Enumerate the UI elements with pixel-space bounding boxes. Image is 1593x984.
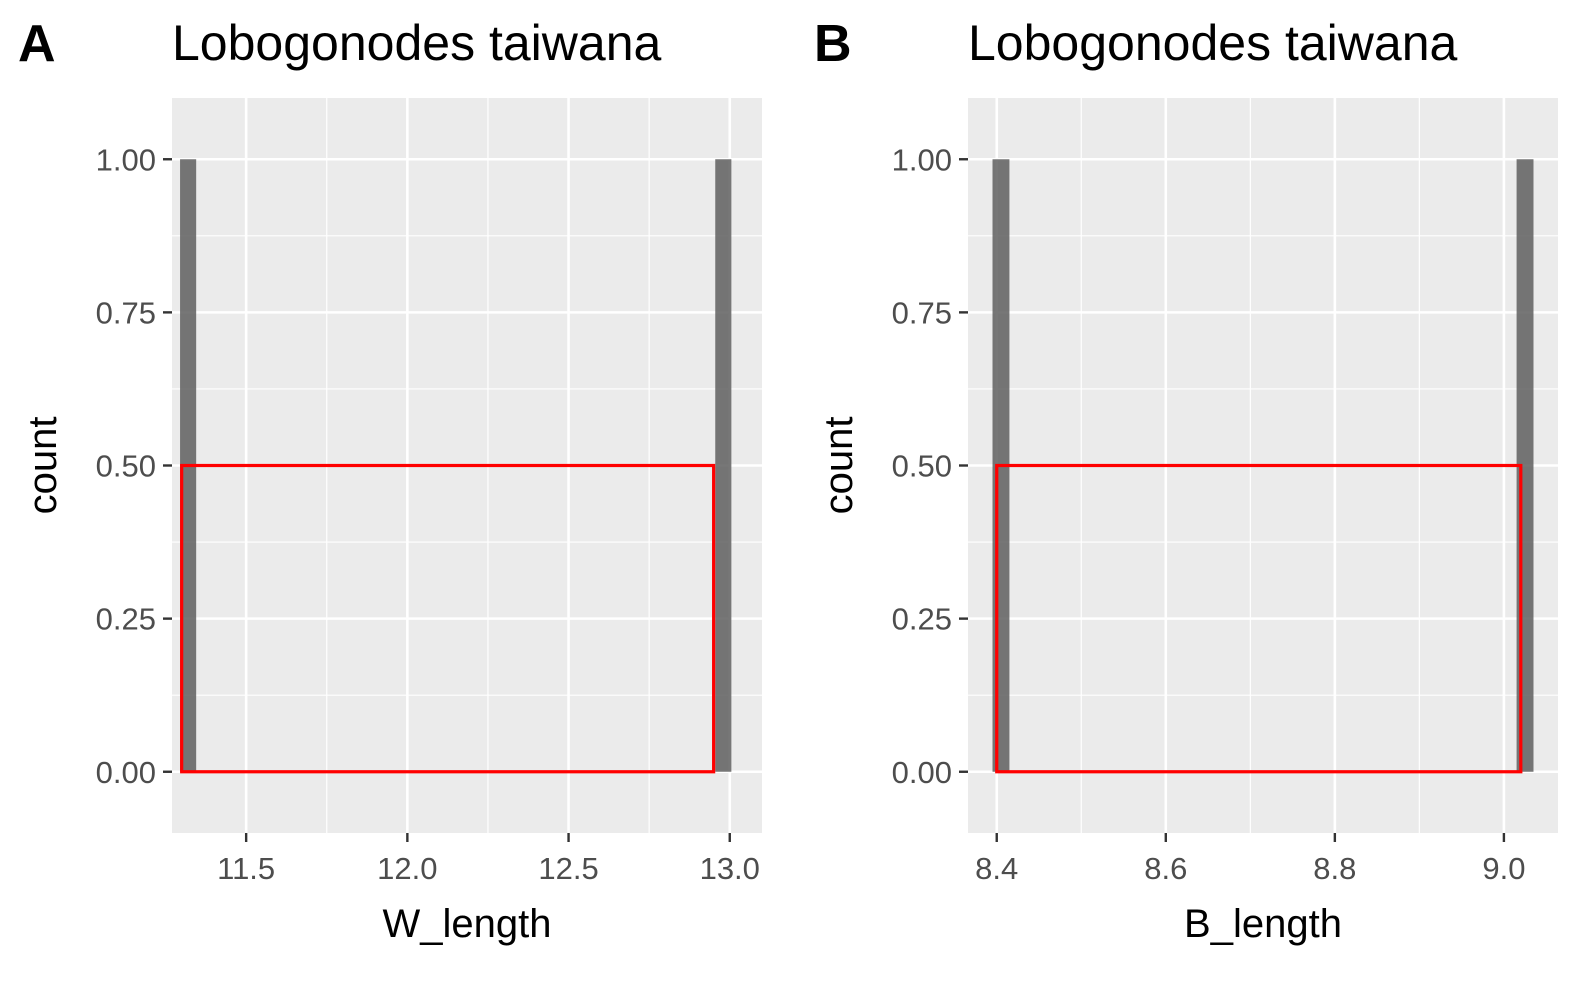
- x-tick-label: 8.4: [975, 851, 1018, 886]
- panel-label: B: [814, 15, 852, 73]
- y-tick-label: 0.00: [892, 755, 952, 790]
- x-tick-label: 8.6: [1144, 851, 1187, 886]
- panel-label: A: [18, 15, 56, 73]
- highlight-rectangle: [180, 463, 716, 774]
- x-axis-title: B_length: [1184, 902, 1342, 946]
- chart-panel-a: 0.00 0.25 0.50 0.75 1.00 11.5 12.0 12.5 13.0 W_le…: [0, 0, 790, 984]
- y-tick-label: 1.00: [96, 142, 156, 177]
- x-tick-label: 12.0: [377, 851, 437, 886]
- chart-plot-a: 0.00 0.25 0.50 0.75 1.00 11.5 12.0 12.5 13.0 W_le…: [21, 98, 762, 946]
- y-tick-label: 0.00: [96, 755, 156, 790]
- y-tick-label: 1.00: [892, 142, 952, 177]
- y-tick-label: 0.75: [892, 295, 952, 330]
- x-tick-label: 8.8: [1313, 851, 1356, 886]
- y-tick-label: 0.50: [96, 449, 156, 484]
- y-tick-label: 0.25: [96, 602, 156, 637]
- x-tick-label: 12.5: [538, 851, 598, 886]
- y-axis-title: count: [21, 417, 65, 515]
- highlight-rectangle: [995, 463, 1523, 774]
- y-tick-label: 0.75: [96, 295, 156, 330]
- chart-title: Lobogonodes taiwana: [968, 15, 1458, 71]
- chart-plot-b: 0.00 0.25 0.50 0.75 1.00 8.4 8.6 8.8 9.0 B_length…: [817, 98, 1558, 946]
- histogram-bar: [715, 159, 732, 772]
- x-axis-title: W_length: [383, 902, 552, 946]
- x-tick-label: 13.0: [700, 851, 760, 886]
- y-tick-label: 0.50: [892, 449, 952, 484]
- x-tick-label: 9.0: [1482, 851, 1525, 886]
- y-tick-label: 0.25: [892, 602, 952, 637]
- y-axis-title: count: [817, 417, 861, 515]
- chart-title: Lobogonodes taiwana: [172, 15, 662, 71]
- x-tick-label: 11.5: [217, 851, 275, 886]
- chart-panel-b: 0.00 0.25 0.50 0.75 1.00 8.4 8.6 8.8 9.0 B_length…: [796, 0, 1586, 984]
